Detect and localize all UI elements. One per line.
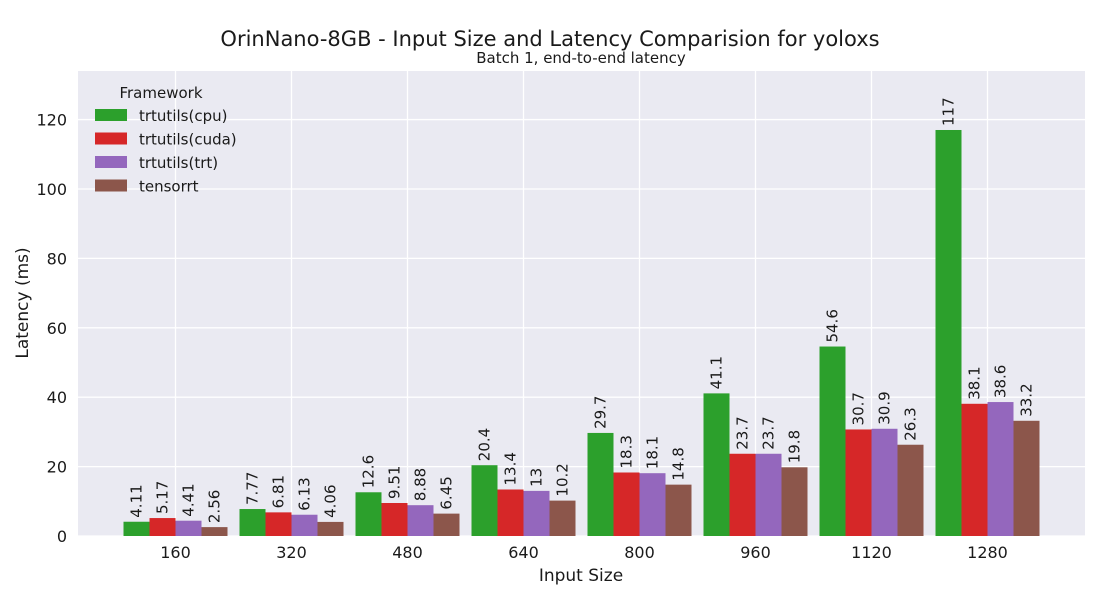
bar xyxy=(845,429,872,536)
x-tick-label: 640 xyxy=(508,543,539,562)
bar xyxy=(819,346,846,536)
bar-value-label: 6.81 xyxy=(270,475,288,508)
y-axis-label: Latency (ms) xyxy=(13,247,33,358)
x-tick-label: 960 xyxy=(740,543,771,562)
x-tick-label: 320 xyxy=(276,543,307,562)
bar-value-label: 29.7 xyxy=(592,396,610,429)
bar-value-label: 13 xyxy=(528,468,546,487)
grid xyxy=(78,71,1085,537)
bar xyxy=(703,393,730,536)
y-tick-labels: 0 20 40 60 80 100 120 xyxy=(36,111,67,546)
legend-swatch xyxy=(95,179,127,192)
bar xyxy=(587,432,614,536)
legend-label: trtutils(trt) xyxy=(139,154,218,172)
bar xyxy=(665,484,692,536)
bar xyxy=(381,502,408,536)
x-tick-label: 480 xyxy=(392,543,423,562)
y-tick-label: 120 xyxy=(36,111,67,130)
x-tick-label: 800 xyxy=(624,543,655,562)
legend-swatch xyxy=(95,132,127,145)
bar-value-label: 12.6 xyxy=(360,455,378,488)
bar-value-label: 20.4 xyxy=(476,428,494,461)
bar xyxy=(123,521,150,536)
bar xyxy=(291,514,318,536)
x-tick-labels: 160 320 480 640 800 960 1120 1280 xyxy=(160,543,1008,562)
bar-value-label: 18.3 xyxy=(618,435,636,468)
bar-value-label: 30.7 xyxy=(850,392,868,425)
bar xyxy=(871,428,898,536)
x-tick-label: 1120 xyxy=(851,543,892,562)
bar xyxy=(317,521,344,536)
chart-subtitle: Batch 1, end-to-end latency xyxy=(476,49,686,67)
bar-value-label: 19.8 xyxy=(786,430,804,463)
bars xyxy=(123,129,1040,536)
bar xyxy=(497,489,524,536)
bar-labels: 4.11 5.17 4.41 2.56 7.77 6.81 6.13 4.06 12.6 9.51… xyxy=(128,97,1036,523)
bar xyxy=(471,465,498,536)
bar xyxy=(407,505,434,536)
bar-value-label: 38.1 xyxy=(966,366,984,399)
bar xyxy=(897,444,924,536)
bar xyxy=(175,520,202,536)
bar-value-label: 38.6 xyxy=(992,365,1010,398)
bar-value-label: 13.4 xyxy=(502,452,520,485)
chart-title: OrinNano-8GB - Input Size and Latency Co… xyxy=(220,27,879,51)
y-tick-label: 40 xyxy=(47,388,67,407)
bar xyxy=(639,473,666,536)
bar xyxy=(935,129,962,536)
bar xyxy=(149,518,176,536)
bar xyxy=(549,500,576,536)
bar-value-label: 10.2 xyxy=(554,463,572,496)
legend-swatch xyxy=(95,156,127,168)
bar-value-label: 6.13 xyxy=(296,477,314,510)
bar xyxy=(987,402,1014,536)
bar-value-label: 7.77 xyxy=(244,472,262,505)
x-axis-label: Input Size xyxy=(539,566,623,586)
bar-value-label: 9.51 xyxy=(386,466,404,499)
bar xyxy=(355,492,382,536)
bar-value-label: 4.06 xyxy=(322,485,340,518)
bar xyxy=(613,472,640,536)
legend-label: tensorrt xyxy=(139,178,199,196)
bar xyxy=(239,509,266,536)
bar-value-label: 23.7 xyxy=(760,416,778,449)
bar-value-label: 4.11 xyxy=(128,484,146,517)
bar-value-label: 8.88 xyxy=(412,468,430,501)
y-tick-label: 0 xyxy=(57,527,67,546)
bar-value-label: 2.56 xyxy=(206,490,224,523)
bar xyxy=(729,453,756,536)
bar-value-label: 23.7 xyxy=(734,416,752,449)
bar-value-label: 33.2 xyxy=(1018,383,1036,416)
legend-title: Framework xyxy=(119,84,202,102)
legend-label: trtutils(cuda) xyxy=(139,131,237,149)
bar-value-label: 26.3 xyxy=(902,407,920,440)
bar xyxy=(961,403,988,536)
bar-value-label: 5.17 xyxy=(154,481,172,514)
bar xyxy=(265,512,292,536)
bar xyxy=(781,467,808,536)
y-tick-label: 100 xyxy=(36,180,67,199)
y-tick-label: 80 xyxy=(47,249,67,268)
bar-value-label: 30.9 xyxy=(876,391,894,424)
bar-value-label: 6.45 xyxy=(438,476,456,509)
y-tick-label: 60 xyxy=(47,319,67,338)
bar-value-label: 18.1 xyxy=(644,436,662,469)
bar-value-label: 14.8 xyxy=(670,447,688,480)
bar xyxy=(1013,420,1040,536)
bar-value-label: 54.6 xyxy=(824,309,842,342)
bar-value-label: 41.1 xyxy=(708,356,726,389)
x-tick-label: 1280 xyxy=(967,543,1008,562)
bar-value-label: 4.41 xyxy=(180,483,198,516)
legend: Framework trtutils(cpu) trtutils(cuda) trt… xyxy=(95,84,237,196)
bar xyxy=(523,490,550,536)
legend-swatch xyxy=(95,109,127,121)
legend-label: trtutils(cpu) xyxy=(139,107,227,125)
y-tick-label: 20 xyxy=(47,458,67,477)
bar xyxy=(755,453,782,536)
bar xyxy=(433,513,460,536)
bar-value-label: 117 xyxy=(940,97,958,126)
x-tick-label: 160 xyxy=(160,543,191,562)
bar xyxy=(201,527,228,536)
